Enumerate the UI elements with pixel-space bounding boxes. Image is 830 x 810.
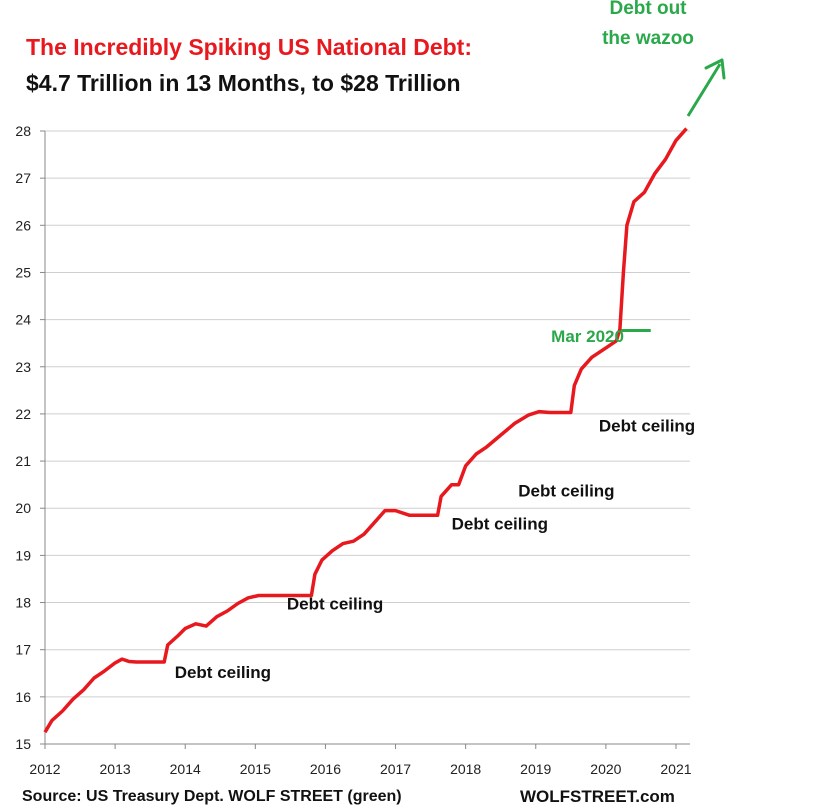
x-tick-label: 2021 <box>660 761 691 777</box>
callout-line-1: Debt out <box>609 0 687 19</box>
y-tick-label: 22 <box>15 406 31 422</box>
y-tick-label: 16 <box>15 689 31 705</box>
y-tick-label: 26 <box>15 217 31 233</box>
x-tick-label: 2014 <box>170 761 201 777</box>
chart-subtitle: $4.7 Trillion in 13 Months, to $28 Trill… <box>26 70 461 96</box>
annotation-debt-ceiling: Debt ceiling <box>175 663 271 682</box>
y-tick-label: 25 <box>15 264 31 280</box>
y-tick-label: 19 <box>15 547 31 563</box>
gridlines <box>45 130 690 745</box>
x-tick-label: 2019 <box>520 761 551 777</box>
x-tick-label: 2017 <box>380 761 411 777</box>
x-tick-label: 2018 <box>450 761 481 777</box>
x-tick-label: 2020 <box>590 761 621 777</box>
source-note: Source: US Treasury Dept. WOLF STREET (g… <box>22 788 402 805</box>
annotation-debt-ceiling: Debt ceiling <box>452 514 548 533</box>
y-tick-label: 24 <box>15 312 31 328</box>
y-tick-label: 17 <box>15 642 31 658</box>
brand-label: WOLFSTREET.com <box>520 787 675 806</box>
x-tick-label: 2013 <box>100 761 131 777</box>
y-tick-label: 23 <box>15 359 31 375</box>
annotation-debt-ceiling: Debt ceiling <box>518 481 614 500</box>
y-tick-label: 20 <box>15 500 31 516</box>
callout-arrow-head <box>704 58 726 80</box>
x-tick-label: 2012 <box>29 761 60 777</box>
y-tick-label: 28 <box>15 123 31 139</box>
debt-callout: Debt out the wazoo <box>598 0 698 54</box>
y-tick-label: 15 <box>15 736 31 752</box>
annotation-debt-ceiling: Debt ceiling <box>287 595 383 614</box>
y-axis: 15 16 17 18 19 20 21 22 23 24 25 26 27 28 <box>15 123 46 752</box>
debt-series-line <box>43 127 688 734</box>
annotation-mar-2020: Mar 2020 <box>551 327 624 346</box>
y-tick-label: 18 <box>15 595 31 611</box>
chart-title: The Incredibly Spiking US National Debt: <box>26 34 472 60</box>
callout-line-2: the wazoo <box>602 28 694 49</box>
x-axis: 2012 2013 2014 2015 2016 2017 2018 2019 2020 2021 <box>29 743 692 777</box>
x-tick-label: 2016 <box>310 761 341 777</box>
annotation-debt-ceiling: Debt ceiling <box>599 416 695 435</box>
annotations: Debt ceiling Debt ceiling Debt ceiling Debt… <box>175 58 726 682</box>
callout-arrow-shaft <box>686 63 722 117</box>
x-tick-label: 2015 <box>240 761 271 777</box>
y-tick-label: 27 <box>15 170 31 186</box>
y-tick-label: 21 <box>15 453 31 469</box>
